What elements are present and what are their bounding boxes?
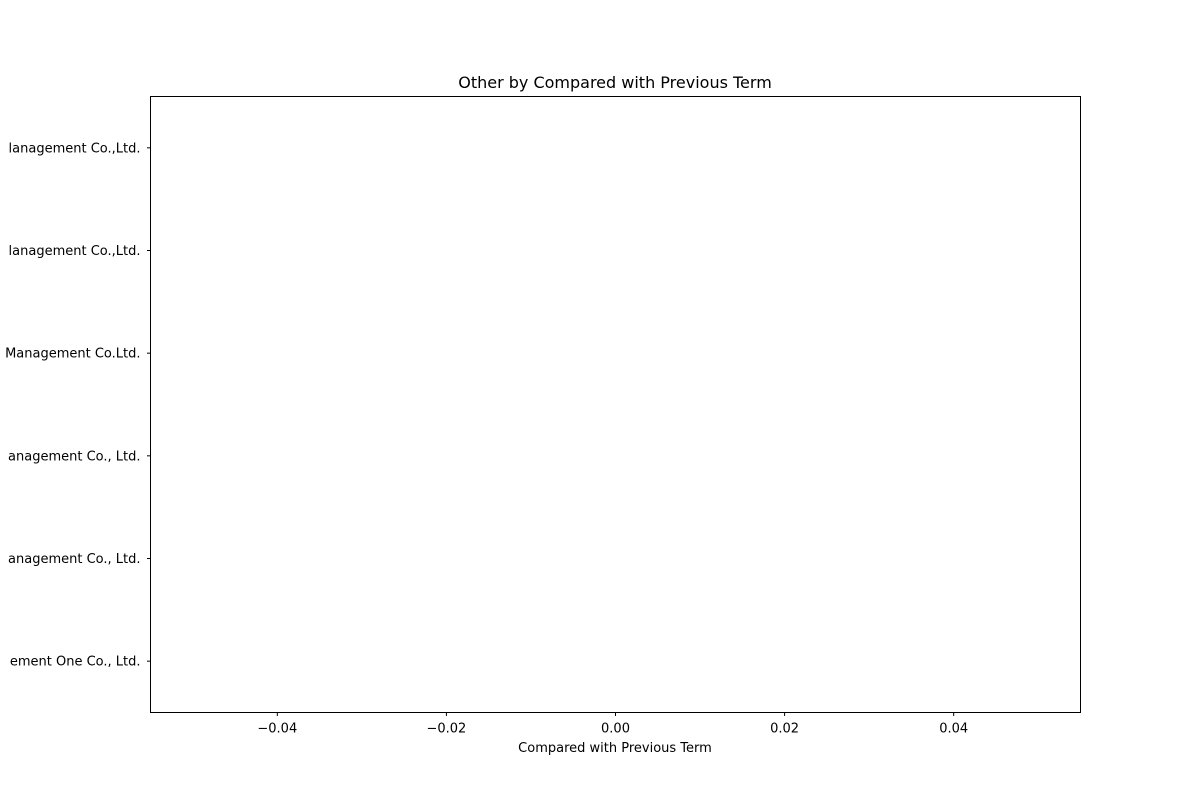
- x-tick-label: −0.02: [426, 722, 466, 737]
- x-axis-label: Compared with Previous Term: [518, 741, 712, 756]
- y-tick-label: ement One Co., Ltd.: [10, 655, 141, 670]
- y-tick-label: lanagement Co.,Ltd.: [9, 141, 141, 156]
- y-axis: ement One Co., Ltd. anagement Co., Ltd. an…: [5, 141, 151, 670]
- x-tick-label: −0.04: [257, 722, 297, 737]
- y-tick-label: anagement Co., Ltd.: [8, 449, 140, 464]
- x-tick-label: 0.00: [601, 722, 630, 737]
- x-tick-label: 0.02: [770, 722, 799, 737]
- plot-area: [150, 96, 1081, 713]
- x-axis: −0.04 −0.02 0.00 0.02 0.04: [257, 712, 968, 737]
- chart-title: Other by Compared with Previous Term: [458, 73, 772, 92]
- y-tick-label: Management Co.Ltd.: [5, 347, 140, 362]
- x-tick-label: 0.04: [939, 722, 968, 737]
- y-tick-label: lanagement Co.,Ltd.: [9, 244, 141, 259]
- y-tick-label: anagement Co., Ltd.: [8, 552, 140, 567]
